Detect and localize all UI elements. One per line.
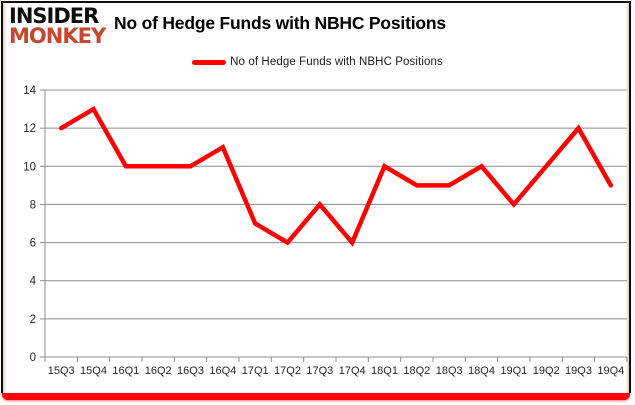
legend-label: No of Hedge Funds with NBHC Positions [230,56,443,68]
chart-frame [1,1,631,393]
y-tick-label: 8 [30,199,36,211]
chart-title: No of Hedge Funds with NBHC Positions [114,13,446,33]
x-tick-label: 19Q2 [533,365,560,377]
series-line-nbhc [58,105,614,247]
x-tick-label: 18Q1 [371,365,398,377]
y-tick-label: 10 [23,161,36,173]
y-tick-label: 2 [30,314,36,326]
insider-monkey-logo: INSIDER MONKEY [9,4,106,49]
x-tick-label: 19Q4 [597,365,624,377]
x-tick-label: 17Q3 [306,365,333,377]
x-tick-label: 17Q1 [242,365,269,377]
y-tick-label: 0 [30,352,36,364]
x-tick-label: 19Q3 [565,365,592,377]
x-tick-label: 16Q2 [145,365,172,377]
y-tick-label: 4 [30,276,37,288]
x-tick-label: 18Q2 [403,365,430,377]
x-tick-label: 19Q1 [500,365,527,377]
legend: No of Hedge Funds with NBHC Positions [0,56,635,68]
y-tick-label: 12 [23,123,36,135]
x-tick-label: 18Q4 [468,365,495,377]
bottom-red-bar [2,393,630,400]
x-tick-label: 18Q3 [436,365,463,377]
x-tick-label: 16Q4 [209,365,236,377]
x-tick-label: 17Q2 [274,365,301,377]
x-tick-label: 16Q1 [112,365,139,377]
x-tick-label: 17Q4 [339,365,366,377]
logo-line-monkey: MONKEY [9,24,106,49]
logo-line-insider: INSIDER [9,4,99,28]
legend-line-swatch [192,59,227,65]
y-tick-label: 14 [23,85,36,97]
x-tick-label: 15Q3 [48,365,75,377]
x-tick-label: 15Q4 [80,365,107,377]
y-tick-label: 6 [30,238,36,250]
x-tick-label: 16Q3 [177,365,204,377]
